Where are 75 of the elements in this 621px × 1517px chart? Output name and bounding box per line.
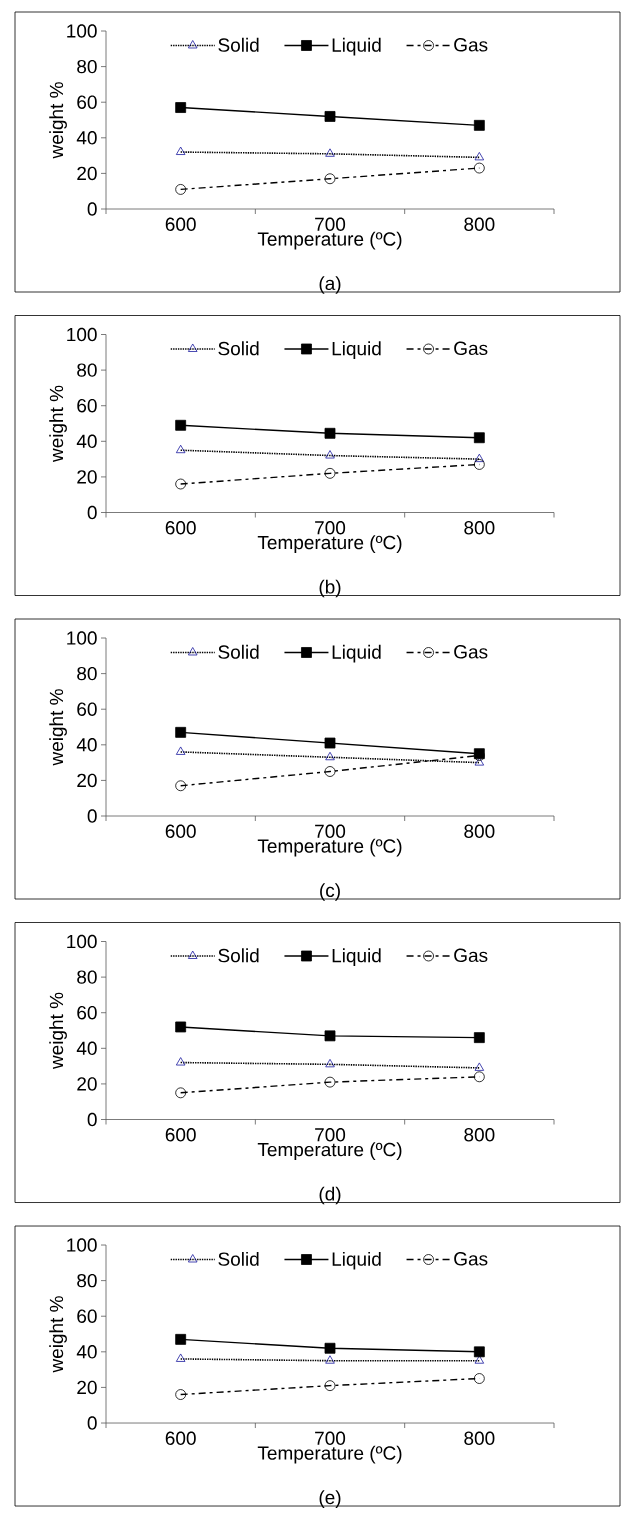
y-tick-label: 20 <box>77 773 97 788</box>
y-axis-title: weight % <box>49 992 67 1070</box>
legend-label: Liquid <box>332 1251 381 1270</box>
x-axis-title: Temperature (ºC) <box>257 838 402 857</box>
y-tick-label: 0 <box>87 202 97 216</box>
legend-label: Gas <box>454 645 488 659</box>
x-tick-label: 800 <box>464 1431 495 1445</box>
legend-label: Liquid <box>332 37 381 56</box>
x-tick-label: 700 <box>315 1431 346 1445</box>
legend-label: Liquid <box>332 644 381 663</box>
legend-label: Solid <box>218 341 259 356</box>
y-tick-label: 60 <box>77 1005 97 1020</box>
y-tick-label: 60 <box>77 398 97 413</box>
y-tick-label: 0 <box>87 505 97 520</box>
y-tick-label: 60 <box>77 1309 97 1323</box>
x-tick-label: 800 <box>464 824 495 838</box>
y-tick-label: 40 <box>76 738 97 752</box>
x-tick-label: 700 <box>315 824 346 838</box>
y-tick-label: 20 <box>77 1380 97 1395</box>
y-axis-title: weight % <box>49 82 67 159</box>
x-tick-label: 800 <box>464 521 495 535</box>
y-tick-label: 100 <box>67 24 97 38</box>
x-tick-label: 600 <box>165 1431 196 1445</box>
x-tick-label: 600 <box>165 824 196 838</box>
text: (d) <box>319 1186 341 1205</box>
y-tick-label: 40 <box>76 1041 97 1056</box>
x-tick-label: 600 <box>165 217 196 231</box>
y-tick-label: 20 <box>77 166 97 181</box>
x-tick-label: 700 <box>315 1128 346 1142</box>
y-tick-label: 0 <box>87 1112 97 1127</box>
y-axis-title: weight % <box>49 1296 67 1373</box>
y-tick-label: 100 <box>67 934 97 949</box>
y-tick-label: 60 <box>77 95 97 109</box>
y-axis-title: weight % <box>49 689 67 766</box>
y-tick-label: 20 <box>77 470 97 484</box>
legend-label: Solid <box>218 37 259 52</box>
y-tick-label: 80 <box>77 59 97 74</box>
x-tick-label: 800 <box>464 1128 495 1142</box>
x-tick-label: 700 <box>315 217 346 231</box>
y-tick-label: 80 <box>77 666 97 681</box>
y-tick-label: 40 <box>76 434 97 449</box>
x-axis-title: Temperature (ºC) <box>257 1142 402 1161</box>
y-tick-label: 40 <box>76 1345 97 1359</box>
legend-label: Solid <box>218 644 259 659</box>
x-tick-label: 600 <box>165 1128 196 1142</box>
legend-label: Solid <box>218 948 259 963</box>
y-tick-label: 100 <box>67 327 97 342</box>
legend-label: Gas <box>454 341 488 356</box>
text: (a) <box>319 276 341 294</box>
x-axis-title: Temperature (ºC) <box>257 231 402 250</box>
y-tick-label: 40 <box>76 131 97 145</box>
text: (e) <box>319 1490 341 1508</box>
x-axis-title: Temperature (ºC) <box>257 1445 402 1464</box>
legend-label: Solid <box>218 1251 259 1266</box>
y-tick-label: 80 <box>77 1273 97 1288</box>
y-axis-title: weight % <box>49 385 67 463</box>
y-tick-label: 60 <box>77 702 97 716</box>
legend-label: Liquid <box>332 948 381 967</box>
y-tick-label: 0 <box>87 809 97 823</box>
x-tick-label: 700 <box>315 521 346 535</box>
legend-label: Liquid <box>332 341 381 360</box>
x-tick-label: 800 <box>464 217 495 231</box>
x-axis-title: Temperature (ºC) <box>257 535 402 554</box>
y-tick-label: 80 <box>77 970 97 984</box>
text: (b) <box>319 579 341 598</box>
y-tick-label: 0 <box>87 1416 97 1430</box>
y-tick-label: 100 <box>67 631 97 645</box>
legend-label: Gas <box>454 38 488 52</box>
legend-label: Gas <box>454 948 488 963</box>
text: (c) <box>320 883 340 901</box>
y-tick-label: 20 <box>77 1077 97 1091</box>
y-tick-label: 80 <box>77 363 97 377</box>
y-tick-label: 100 <box>67 1238 97 1252</box>
x-tick-label: 600 <box>165 521 196 535</box>
legend-label: Gas <box>454 1252 488 1266</box>
